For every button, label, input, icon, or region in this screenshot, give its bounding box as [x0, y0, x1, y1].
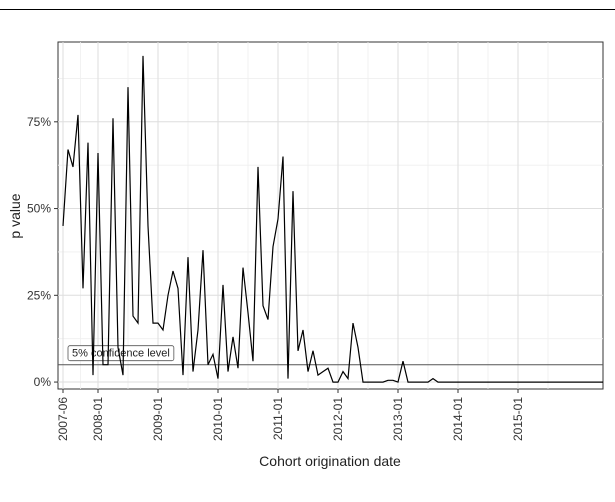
y-axis-title: p value: [7, 193, 23, 238]
y-tick-label: 25%: [27, 288, 51, 302]
top-rule: [0, 9, 615, 10]
y-axis-ticks: 0% 25% 50% 75%: [27, 115, 58, 389]
plot-panel: [57, 41, 604, 390]
x-tick-label: 2015-01: [511, 397, 525, 441]
x-tick-label: 2008-01: [91, 397, 105, 441]
series-line: [62, 55, 603, 383]
x-tick-label: 2009-01: [151, 397, 165, 441]
x-tick-label: 2011-01: [271, 397, 285, 440]
y-tick-label: 50%: [27, 202, 51, 216]
x-tick-label: 2014-01: [451, 397, 465, 441]
x-tick-label: 2012-01: [331, 397, 345, 441]
y-tick-label: 0%: [34, 375, 52, 389]
grid-major: [58, 42, 603, 389]
reference-label: 5% confidence level: [67, 345, 175, 362]
x-tick-label: 2007-06: [56, 397, 70, 441]
y-tick-label: 75%: [27, 115, 51, 129]
x-axis-title: Cohort origination date: [259, 453, 401, 469]
x-tick-label: 2010-01: [211, 397, 225, 441]
reference-label-text: 5% confidence level: [72, 348, 170, 360]
x-tick-label: 2013-01: [391, 397, 405, 441]
x-axis-ticks: 2007-06 2008-01 2009-01 2010-01 2011-01 2012-…: [56, 389, 525, 441]
